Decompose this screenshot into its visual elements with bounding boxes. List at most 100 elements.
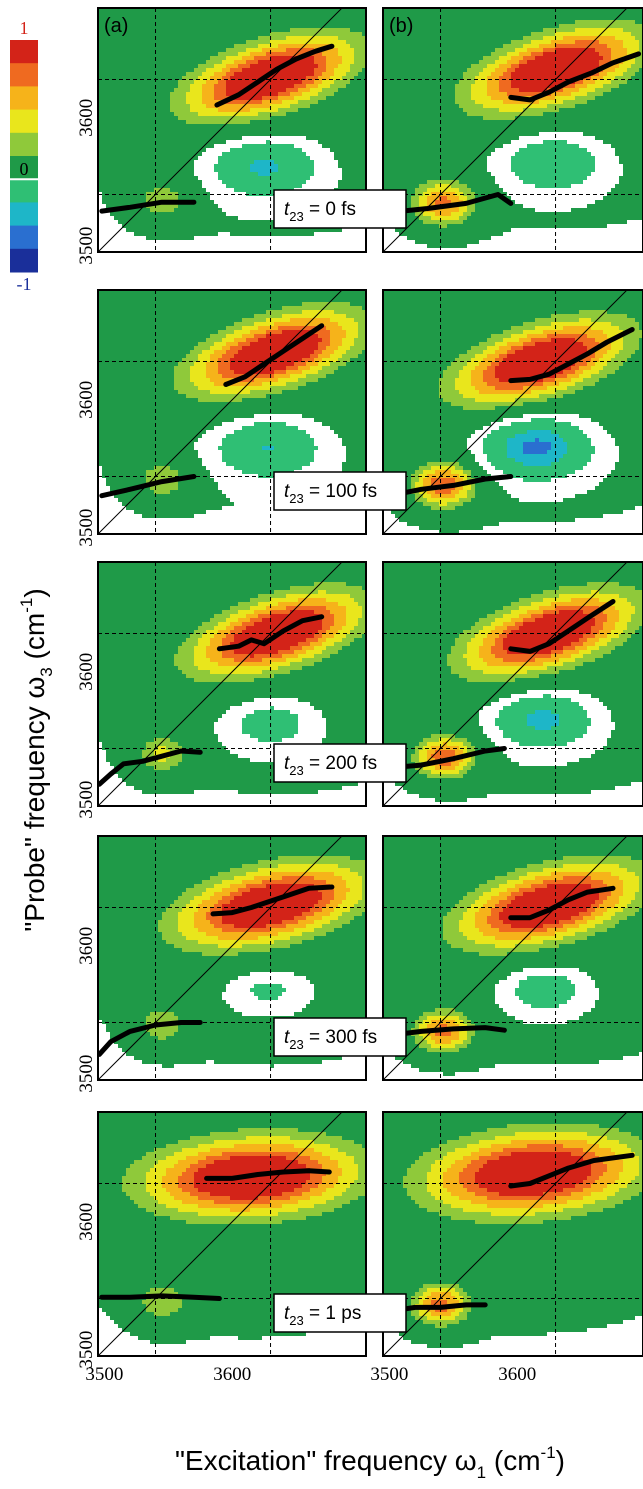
center-line-low-peak xyxy=(98,748,203,787)
panel-frame xyxy=(382,561,643,807)
y-tick-label: 3500 xyxy=(76,781,97,819)
panel-grid: (a) 3500 3600 (b) t23 = 0 fs 3500 3600 t23 = 10… xyxy=(76,7,643,1385)
y-tick-label: 3600 xyxy=(76,1203,97,1241)
panel-frame xyxy=(97,1111,367,1357)
delay-time-text: t23 = 0 fs xyxy=(284,199,356,224)
contour-field xyxy=(383,562,643,806)
panel-frame xyxy=(97,561,367,807)
center-line-main-peak xyxy=(214,43,335,108)
x-tick-label: 3500 xyxy=(85,1364,123,1385)
x-tick-label: 3500 xyxy=(370,1364,408,1385)
panel-frame xyxy=(382,1111,643,1357)
delay-time-box xyxy=(273,1293,407,1333)
panel-frame xyxy=(382,7,643,253)
x-tick-label: 3600 xyxy=(213,1364,251,1385)
panel-b-row-1: (b) xyxy=(382,7,643,253)
contour-field xyxy=(383,290,643,534)
panel-frame xyxy=(97,7,367,253)
panel-tag: (b) xyxy=(389,15,413,37)
diagonal-line xyxy=(98,8,343,252)
delay-time-box xyxy=(273,1017,407,1057)
delay-time-label: t23 = 1 ps xyxy=(273,1293,407,1333)
center-line-main-peak xyxy=(210,884,335,917)
center-line-low-peak xyxy=(99,1293,222,1301)
colorbar-segment xyxy=(10,63,38,87)
center-line-main-peak xyxy=(508,599,616,654)
delay-time-label: t23 = 100 fs xyxy=(273,471,407,511)
contour-field xyxy=(98,1112,366,1356)
panel-a-row-3: 3500 3600 xyxy=(76,561,367,819)
colorbar-segment xyxy=(10,156,38,180)
panel-a-row-1: (a) 3500 3600 xyxy=(76,7,367,265)
contour-field xyxy=(98,8,366,252)
center-line-main-peak xyxy=(508,51,642,103)
center-line-low-peak xyxy=(386,1025,507,1038)
y-tick-label: 3600 xyxy=(76,653,97,691)
panel-frame xyxy=(382,835,643,1081)
panel-frame xyxy=(97,289,367,535)
colorbar-segment xyxy=(10,225,38,250)
delay-time-text: t23 = 300 fs xyxy=(284,1027,377,1052)
contour-field xyxy=(383,8,643,252)
center-line-low-peak xyxy=(386,746,507,771)
diagonal-line xyxy=(98,836,343,1080)
colorbar: 1 0 -1 xyxy=(10,18,38,294)
delay-time-label: t23 = 200 fs xyxy=(273,743,407,783)
colorbar-segment xyxy=(10,132,38,157)
panel-frame xyxy=(97,835,367,1081)
panel-b-row-3 xyxy=(382,561,643,807)
center-line-main-peak xyxy=(508,1152,635,1189)
colorbar-segment xyxy=(10,86,38,111)
diagonal-line xyxy=(383,836,628,1080)
delay-time-text: t23 = 100 fs xyxy=(284,481,377,506)
panel-a-row-2: 3500 3600 xyxy=(76,289,367,547)
center-line-main-peak xyxy=(204,1168,332,1181)
panel-b-row-2 xyxy=(382,289,643,535)
center-line-main-peak xyxy=(223,323,325,387)
delay-time-label: t23 = 0 fs xyxy=(273,189,407,229)
colorbar-segment xyxy=(10,202,38,227)
colorbar-zero-label: 0 xyxy=(20,159,29,179)
center-line-main-peak xyxy=(216,614,325,652)
panel-b-row-4 xyxy=(382,835,643,1081)
delay-time-text: t23 = 1 ps xyxy=(284,1303,361,1328)
diagonal-line xyxy=(98,1112,343,1356)
delay-time-box xyxy=(273,471,407,511)
x-axis-title: "Excitation" frequency ω1 (cm-1) xyxy=(175,1443,565,1482)
center-line-low-peak xyxy=(99,199,197,214)
y-tick-label: 3500 xyxy=(76,1331,97,1369)
panel-a-row-5: 3500 3600 3500 3600 xyxy=(76,1111,367,1385)
diagonal-line xyxy=(98,290,343,534)
panel-tag: (a) xyxy=(104,15,128,37)
panel-b-row-5: 3500 3600 xyxy=(370,1111,643,1385)
axis-labels: "Probe" frequency ω3 (cm-1) "Excitation" … xyxy=(17,588,565,1482)
y-axis-title: "Probe" frequency ω3 (cm-1) xyxy=(17,588,56,931)
delay-time-text: t23 = 200 fs xyxy=(284,753,377,778)
colorbar-segment xyxy=(10,248,38,273)
colorbar-segment xyxy=(10,40,38,64)
contour-field xyxy=(98,562,366,806)
contour-field xyxy=(98,836,366,1080)
delay-time-label: t23 = 300 fs xyxy=(273,1017,407,1057)
center-line-low-peak xyxy=(386,474,514,499)
y-tick-label: 3500 xyxy=(76,227,97,265)
contour-field xyxy=(98,290,366,534)
center-line-main-peak xyxy=(508,327,635,384)
panel-a-row-4: 3500 3600 xyxy=(76,835,367,1093)
diagonal-line xyxy=(383,1112,628,1356)
center-line-main-peak xyxy=(508,885,616,921)
panel-frame xyxy=(382,289,643,535)
center-line-low-peak xyxy=(99,474,197,499)
y-tick-label: 3500 xyxy=(76,509,97,547)
y-tick-label: 3600 xyxy=(76,927,97,965)
y-tick-label: 3600 xyxy=(76,381,97,419)
x-tick-label: 3600 xyxy=(498,1364,536,1385)
delay-time-box xyxy=(273,189,407,229)
y-tick-label: 3600 xyxy=(76,99,97,137)
colorbar-segment xyxy=(10,179,38,203)
contour-field xyxy=(383,836,643,1080)
colorbar-max-label: 1 xyxy=(20,18,29,38)
delay-time-box xyxy=(273,743,407,783)
colorbar-segment xyxy=(10,109,38,134)
